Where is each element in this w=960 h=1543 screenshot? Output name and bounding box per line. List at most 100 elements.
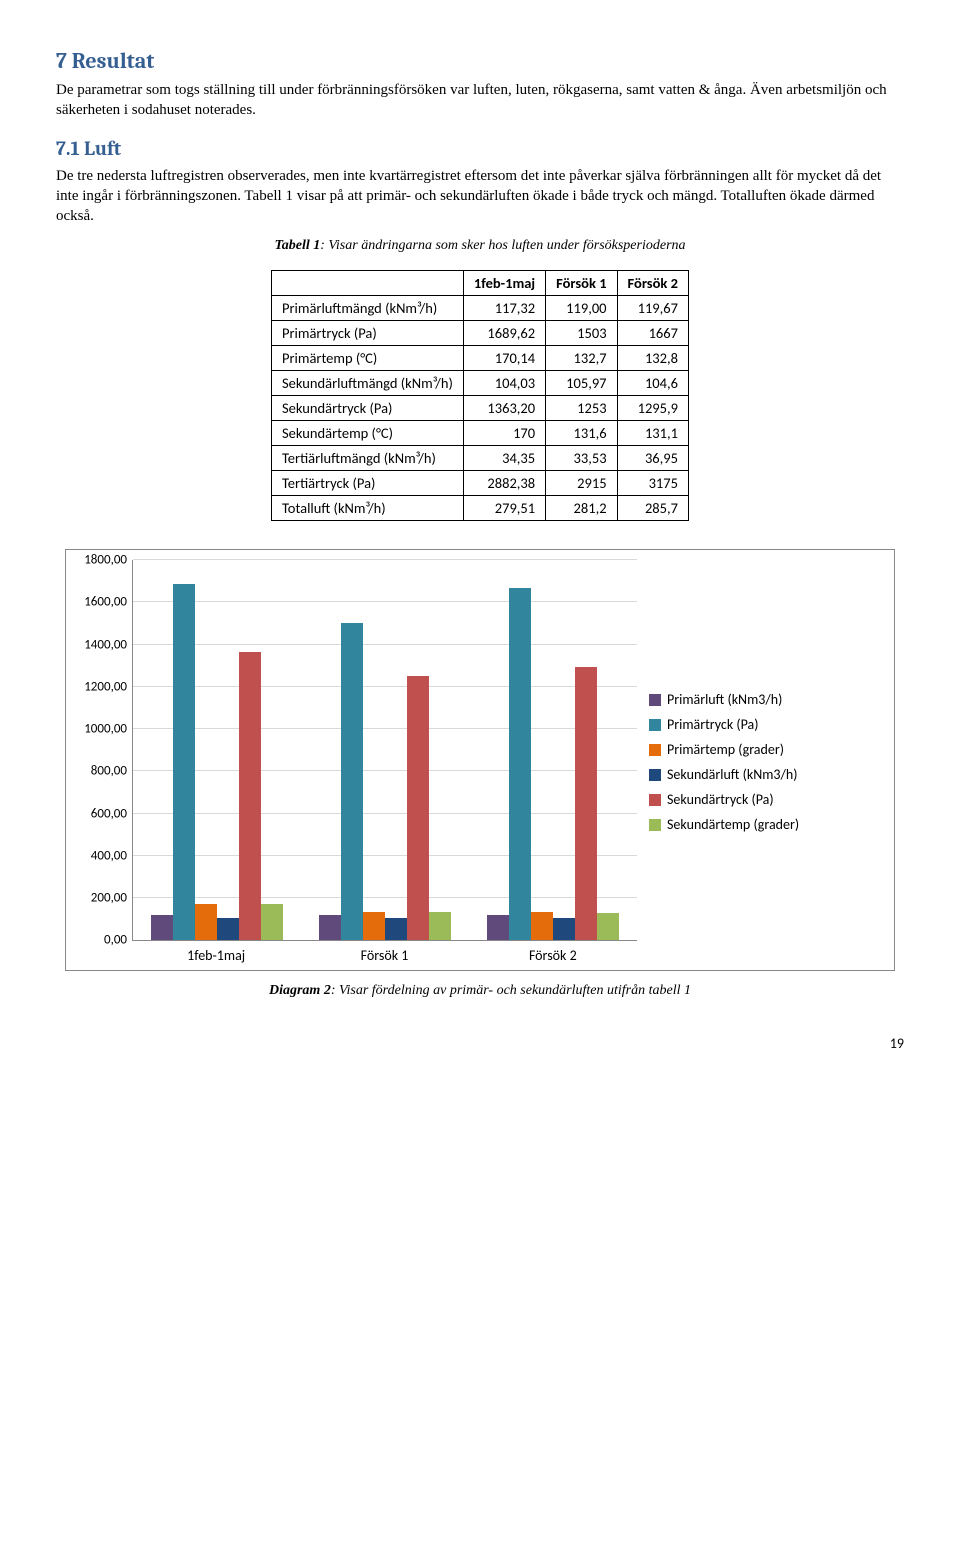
legend-label: Sekundärluft (kNm3/h) [667,766,798,783]
y-tick-label: 800,00 [77,764,127,779]
bar [553,918,575,940]
bar-group [469,560,637,940]
row-label: Sekundärluftmängd (kNm³/h) [272,371,464,396]
chart-legend: Primärluft (kNm3/h) Primärtryck (Pa) Primä… [637,560,884,964]
bar [173,584,195,941]
page-number: 19 [56,1035,904,1052]
y-tick-label: 1800,00 [77,553,127,568]
legend-item: Primärtemp (grader) [649,741,884,758]
cell-value: 117,32 [463,296,545,321]
cell-value: 3175 [617,471,688,496]
bar-groups [133,560,637,940]
section-heading: 7 Resultat [56,48,904,74]
data-table: 1feb-1maj Försök 1 Försök 2 Primärluftmä… [271,270,689,521]
bar [341,623,363,940]
table-row: Primärluftmängd (kNm³/h)117,32119,00119,… [272,296,689,321]
cell-value: 279,51 [463,496,545,521]
legend-item: Primärtryck (Pa) [649,716,884,733]
chart-container: 0,00 200,00 400,00 600,00 800,00 1000,00 1200,… [65,549,895,971]
bar [239,652,261,940]
cell-value: 281,2 [546,496,617,521]
x-tick-label: Försök 1 [300,941,468,964]
legend-swatch [649,819,661,831]
table-caption-text: : Visar ändringarna som sker hos luften … [320,238,685,253]
table-row: Primärtemp (°C)170,14132,7132,8 [272,346,689,371]
cell-value: 285,7 [617,496,688,521]
diagram-caption: Diagram 2: Visar fördelning av primär- o… [56,983,904,999]
table-caption: Tabell 1: Visar ändringarna som sker hos… [56,238,904,254]
bar [363,912,385,940]
bar-group [133,560,301,940]
bar [151,915,173,940]
row-label: Totalluft (kNm³/h) [272,496,464,521]
y-tick-label: 0,00 [77,933,127,948]
bar-group [301,560,469,940]
y-tick-label: 600,00 [77,806,127,821]
bar [319,915,341,940]
cell-value: 132,8 [617,346,688,371]
row-label: Tertiärtryck (Pa) [272,471,464,496]
cell-value: 131,6 [546,421,617,446]
y-tick-label: 1400,00 [77,637,127,652]
diagram-caption-text: : Visar fördelning av primär- och sekund… [331,983,691,998]
cell-value: 131,1 [617,421,688,446]
cell-value: 104,6 [617,371,688,396]
table-row: Sekundärtryck (Pa)1363,2012531295,9 [272,396,689,421]
diagram-caption-label: Diagram 2 [269,983,331,998]
cell-value: 1503 [546,321,617,346]
table-row: Tertiärtryck (Pa)2882,3829153175 [272,471,689,496]
subsection-heading: 7.1 Luft [56,137,904,160]
row-label: Primärluftmängd (kNm³/h) [272,296,464,321]
x-tick-label: Försök 2 [469,941,637,964]
row-label: Sekundärtemp (°C) [272,421,464,446]
y-tick-label: 1000,00 [77,722,127,737]
bar [429,912,451,940]
bar [261,904,283,940]
bar [531,912,553,940]
bar [597,913,619,941]
x-tick-label: 1feb-1maj [132,941,300,964]
table-row: Primärtryck (Pa)1689,6215031667 [272,321,689,346]
legend-swatch [649,744,661,756]
cell-value: 105,97 [546,371,617,396]
legend-item: Sekundärtemp (grader) [649,816,884,833]
row-label: Sekundärtryck (Pa) [272,396,464,421]
table-caption-label: Tabell 1 [274,238,320,253]
cell-value: 1253 [546,396,617,421]
table-row: Tertiärluftmängd (kNm³/h)34,3533,5336,95 [272,446,689,471]
legend-label: Sekundärtemp (grader) [667,816,799,833]
legend-swatch [649,769,661,781]
y-tick-label: 1200,00 [77,679,127,694]
cell-value: 36,95 [617,446,688,471]
bar [385,918,407,940]
cell-value: 1295,9 [617,396,688,421]
bar [487,915,509,940]
table-row: Sekundärtemp (°C)170131,6131,1 [272,421,689,446]
table-header: Försök 1 [546,271,617,296]
cell-value: 2915 [546,471,617,496]
chart-plot: 0,00 200,00 400,00 600,00 800,00 1000,00 1200,… [76,560,637,964]
y-tick-label: 1600,00 [77,595,127,610]
bar [407,676,429,941]
bar [195,904,217,940]
cell-value: 2882,38 [463,471,545,496]
legend-item: Sekundärluft (kNm3/h) [649,766,884,783]
bar [509,588,531,940]
intro-paragraph: De parametrar som togs ställning till un… [56,80,904,121]
row-label: Primärtemp (°C) [272,346,464,371]
row-label: Tertiärluftmängd (kNm³/h) [272,446,464,471]
legend-label: Primärluft (kNm3/h) [667,691,782,708]
cell-value: 119,67 [617,296,688,321]
legend-swatch [649,694,661,706]
cell-value: 119,00 [546,296,617,321]
legend-swatch [649,794,661,806]
y-tick-label: 200,00 [77,891,127,906]
legend-label: Primärtemp (grader) [667,741,784,758]
legend-item: Primärluft (kNm3/h) [649,691,884,708]
table-header: 1feb-1maj [463,271,545,296]
y-tick-label: 400,00 [77,848,127,863]
cell-value: 34,35 [463,446,545,471]
cell-value: 170 [463,421,545,446]
cell-value: 132,7 [546,346,617,371]
table-corner [272,271,464,296]
